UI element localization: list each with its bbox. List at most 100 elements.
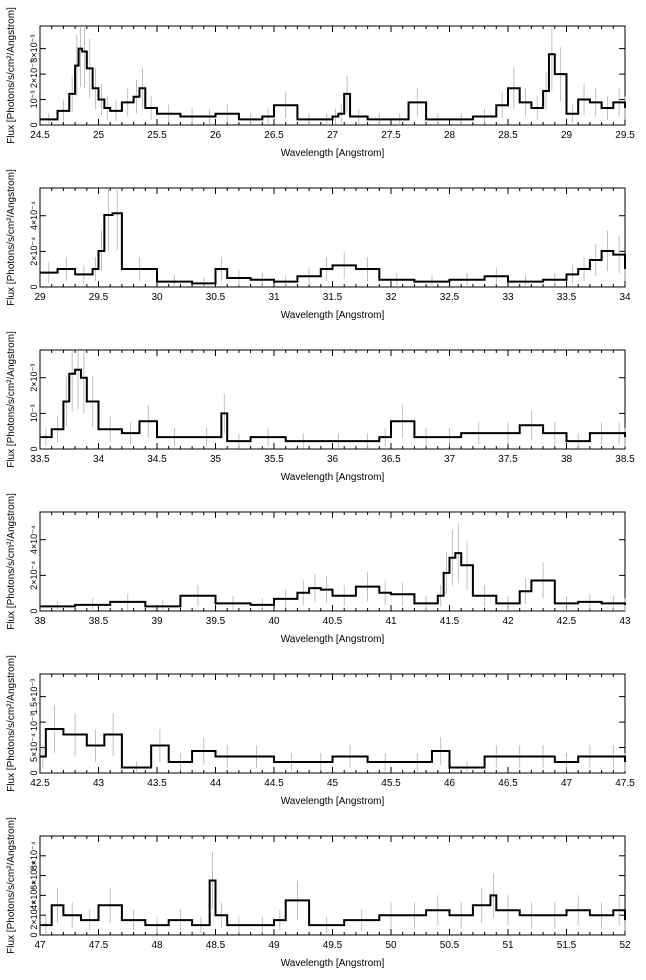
spectrum-panel-4: 38 38.5 39 39.5 40 40.5 41 41.5 42 42.5 43 0 2×10⁻⁴ 4…: [6, 493, 631, 645]
y-tick-label: 4×10⁻⁴: [29, 201, 39, 230]
spectrum-panel-2: 29 29.5 30 30.5 31 31.5 32 32.5 33 33.5 34 0 2×10⁻⁴ 4…: [6, 169, 631, 321]
x-axis-title: Wavelength [Angstrom]: [281, 796, 385, 807]
y-tick-label: 5×10⁻⁴: [29, 733, 39, 762]
x-tick-label: 41: [385, 616, 397, 627]
y-tick-label: 4×10⁻⁴: [29, 881, 39, 910]
y-tick-labels: 0 2×10⁻⁴ 4×10⁻⁴: [29, 201, 39, 289]
flux-series-line: [40, 552, 626, 608]
y-axis-title: Flux [Photons/s/cm²/Angstrom]: [6, 331, 17, 468]
x-tick-label: 24.5: [30, 130, 50, 141]
x-tick-label: 30: [151, 292, 163, 303]
flux-series-line: [40, 47, 626, 121]
y-tick-label: 4×10⁻⁴: [29, 525, 39, 554]
x-tick-label: 40.5: [323, 616, 343, 627]
x-tick-label: 32: [385, 292, 397, 303]
x-tick-label: 45.5: [381, 778, 401, 789]
y-tick-label: 10⁻³: [29, 713, 39, 731]
y-axis-title: Flux [Photons/s/cm²/Angstrom]: [6, 817, 17, 954]
x-tick-label: 47: [561, 778, 573, 789]
x-tick-label: 25.5: [147, 130, 167, 141]
x-tick-label: 37: [444, 454, 456, 465]
x-tick-label: 29.5: [89, 292, 109, 303]
x-tick-label: 29.5: [615, 130, 635, 141]
flux-series-line: [40, 368, 626, 443]
y-tick-label: 0: [29, 932, 39, 937]
x-tick-label: 39: [151, 616, 163, 627]
x-tick-label: 42.5: [557, 616, 577, 627]
x-tick-label: 26.5: [264, 130, 284, 141]
spectrum-panel-5: 42.5 43 43.5 44 44.5 45 45.5 46 46.5 47 47.5 0 5×10⁻…: [6, 655, 635, 807]
x-tick-label: 28: [444, 130, 456, 141]
x-tick-label: 33: [502, 292, 514, 303]
y-tick-label: 0: [29, 284, 39, 289]
y-tick-label: 0: [29, 770, 39, 775]
y-tick-label: 1.5×10⁻³: [29, 679, 39, 715]
y-tick-labels: 0 5×10⁻⁴ 10⁻³1.5×10⁻³: [29, 679, 39, 776]
x-tick-label: 36: [327, 454, 339, 465]
x-tick-label: 46.5: [498, 778, 518, 789]
x-tick-label: 32.5: [440, 292, 460, 303]
x-tick-label: 50.5: [440, 940, 460, 951]
x-axis-title: Wavelength [Angstrom]: [281, 310, 385, 321]
x-tick-label: 31.5: [323, 292, 343, 303]
plot-frame: [39, 187, 626, 288]
x-tick-label: 34: [93, 454, 105, 465]
spectrum-panel-3: 33.5 34 34.5 35 35.5 36 36.5 37 37.5 38 38.5 0 10⁻³ 2…: [6, 331, 635, 483]
flux-series-line: [40, 879, 626, 927]
y-axis-title: Flux [Photons/s/cm²/Angstrom]: [6, 169, 17, 306]
spectrum-panel-6: 47 47.5 48 48.5 49 49.5 50 50.5 51 51.5 52 0 2×10⁻⁴4…: [6, 817, 631, 969]
x-tick-label: 29: [34, 292, 46, 303]
x-tick-label: 40: [268, 616, 280, 627]
x-tick-label: 51: [502, 940, 514, 951]
x-axis-title: Wavelength [Angstrom]: [281, 148, 385, 159]
y-tick-label: 2×10⁻⁴: [29, 237, 39, 266]
x-tick-label: 43: [93, 778, 105, 789]
x-tick-label: 38: [34, 616, 46, 627]
x-tick-label: 38: [561, 454, 573, 465]
x-tick-label: 47.5: [615, 778, 635, 789]
y-tick-label: 2×10⁻⁴: [29, 901, 39, 930]
spectrum-panel-1: 24.5 25 25.5 26 26.5 27 27.5 28 28.5 29 29.5 0 10⁻³ 2…: [6, 7, 635, 159]
x-tick-label: 38.5: [89, 616, 109, 627]
x-tick-label: 45: [327, 778, 339, 789]
x-tick-label: 44.5: [264, 778, 284, 789]
y-tick-label: 0: [29, 122, 39, 127]
x-tick-label: 42.5: [30, 778, 50, 789]
x-tick-label: 48: [151, 940, 163, 951]
x-tick-label: 47: [34, 940, 46, 951]
x-tick-label: 39.5: [206, 616, 226, 627]
x-tick-label: 48.5: [206, 940, 226, 951]
y-axis-title: Flux [Photons/s/cm²/Angstrom]: [6, 655, 17, 792]
x-tick-label: 29: [561, 130, 573, 141]
flux-series-line: [40, 212, 626, 285]
x-tick-label: 27.5: [381, 130, 401, 141]
x-tick-label: 30.5: [206, 292, 226, 303]
x-tick-label: 37.5: [498, 454, 518, 465]
y-tick-label: 2×10⁻³: [29, 60, 39, 88]
x-tick-label: 42: [502, 616, 514, 627]
x-tick-label: 47.5: [89, 940, 109, 951]
x-axis-title: Wavelength [Angstrom]: [281, 634, 385, 645]
x-axis-title: Wavelength [Angstrom]: [281, 958, 385, 969]
x-tick-label: 49: [268, 940, 280, 951]
x-tick-label: 25: [93, 130, 105, 141]
y-tick-label: 10⁻³: [29, 404, 39, 422]
y-tick-label: 0: [29, 608, 39, 613]
x-tick-label: 35: [210, 454, 222, 465]
x-axis-title: Wavelength [Angstrom]: [281, 472, 385, 483]
y-tick-label: 2×10⁻³: [29, 364, 39, 392]
y-tick-labels: 0 2×10⁻⁴ 4×10⁻⁴: [29, 525, 39, 613]
x-tick-label: 43.5: [147, 778, 167, 789]
x-tick-label: 34.5: [147, 454, 167, 465]
x-tick-label: 28.5: [498, 130, 518, 141]
y-tick-label: 10⁻³: [29, 91, 39, 109]
x-tick-label: 41.5: [440, 616, 460, 627]
y-tick-label: 3×10⁻³: [29, 35, 39, 63]
x-tick-label: 35.5: [264, 454, 284, 465]
y-axis-title: Flux [Photons/s/cm²/Angstrom]: [6, 493, 17, 630]
x-tick-label: 33.5: [557, 292, 577, 303]
y-tick-labels: 0 2×10⁻⁴4×10⁻⁴6×10⁻⁴8×10⁻⁴: [29, 841, 39, 937]
x-tick-label: 26: [210, 130, 222, 141]
x-tick-label: 50: [385, 940, 397, 951]
x-tick-label: 27: [327, 130, 339, 141]
